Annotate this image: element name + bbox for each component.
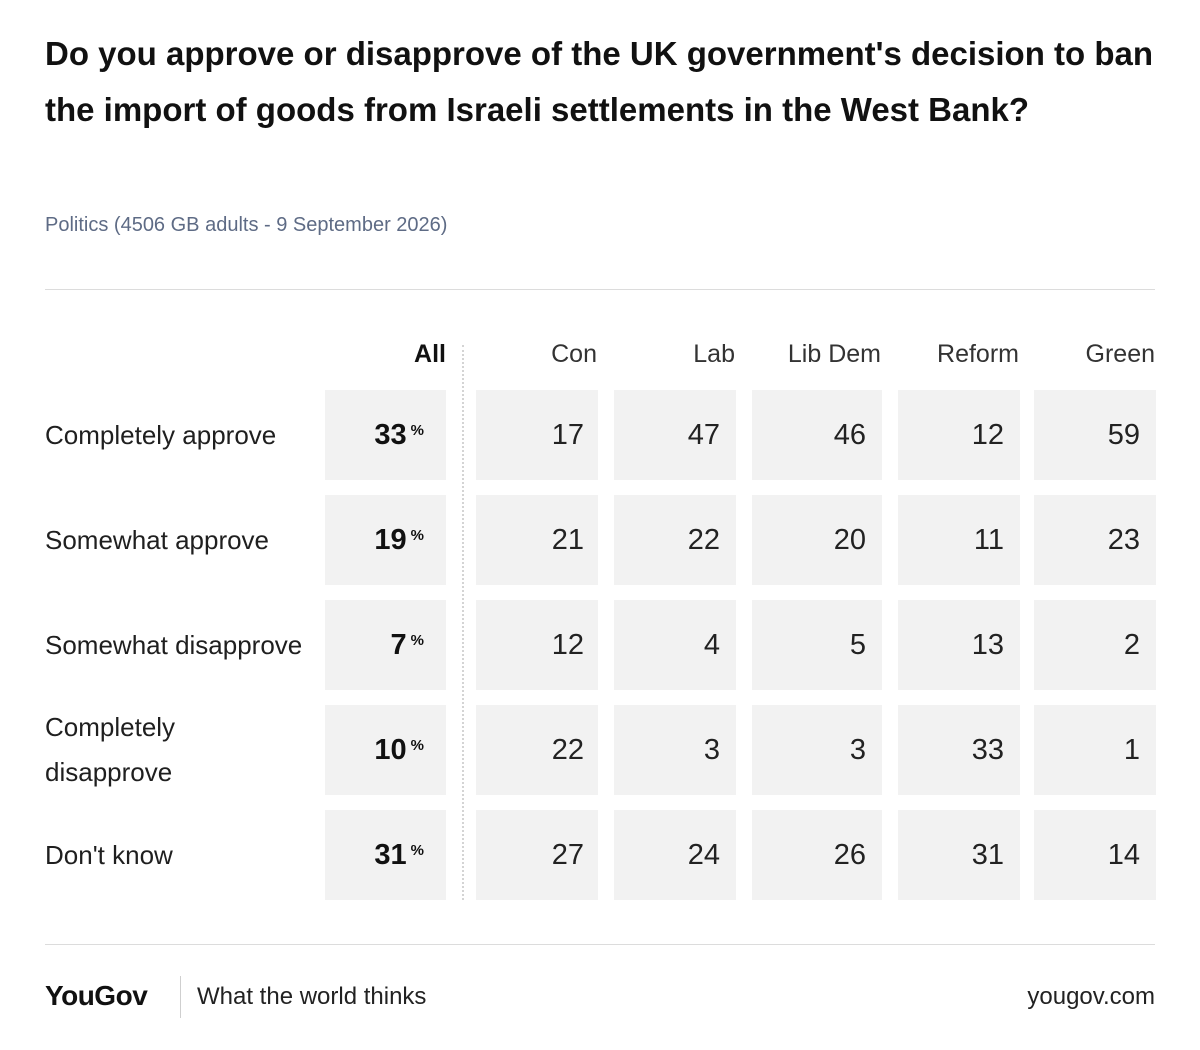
value-cell-all: 33% xyxy=(325,390,446,480)
column-header-con: Con xyxy=(551,340,597,368)
value-cell: 33 xyxy=(898,705,1020,795)
value-cell: 17 xyxy=(476,390,598,480)
all-column-divider xyxy=(462,345,464,900)
row-label: Don't know xyxy=(45,839,173,870)
row-label: Somewhat approve xyxy=(45,524,270,555)
value-number: 33 xyxy=(374,418,407,451)
value-cell: 22 xyxy=(476,705,598,795)
value-cell: 5 xyxy=(752,600,882,690)
value-cell: 46 xyxy=(752,390,882,480)
value-number: 7 xyxy=(390,628,407,661)
value-cell-all: 19% xyxy=(325,495,446,585)
bottom-divider xyxy=(45,944,1155,945)
footer-site: yougov.com xyxy=(1027,983,1155,1010)
column-header-green: Green xyxy=(1085,340,1155,368)
value-cell: 27 xyxy=(476,810,598,900)
chart-title: Do you approve or disapprove of the UK g… xyxy=(45,35,1153,128)
value-number: 19 xyxy=(374,523,407,556)
percent-sign: % xyxy=(410,841,424,859)
value-cell: 12 xyxy=(476,600,598,690)
footer-separator xyxy=(180,976,181,1018)
value-cell: 14 xyxy=(1034,810,1156,900)
column-header-reform: Reform xyxy=(937,340,1019,368)
value-number: 10 xyxy=(374,733,407,766)
percent-sign: % xyxy=(410,631,424,649)
percent-sign: % xyxy=(410,736,424,754)
value-cell: 26 xyxy=(752,810,882,900)
value-cell: 2 xyxy=(1034,600,1156,690)
column-header-lab: Lab xyxy=(693,340,735,368)
value-cell: 23 xyxy=(1034,495,1156,585)
value-cell: 24 xyxy=(614,810,736,900)
value-cell: 12 xyxy=(898,390,1020,480)
row-label: Somewhat disapprove xyxy=(45,629,303,660)
yougov-logo: YouGov xyxy=(45,980,148,1011)
value-cell: 1 xyxy=(1034,705,1156,795)
column-header-lib-dem: Lib Dem xyxy=(787,340,881,368)
chart-subtitle: Politics (4506 GB adults - 9 September 2… xyxy=(45,214,448,236)
row-label: Completely disapprove xyxy=(45,712,176,787)
value-cell-all: 10% xyxy=(325,705,446,795)
value-cell-all: 31% xyxy=(325,810,446,900)
value-cell: 11 xyxy=(898,495,1020,585)
value-cell: 22 xyxy=(614,495,736,585)
value-cell: 3 xyxy=(752,705,882,795)
value-cell: 13 xyxy=(898,600,1020,690)
value-number: 31 xyxy=(374,838,407,871)
value-cell: 20 xyxy=(752,495,882,585)
percent-sign: % xyxy=(410,421,424,439)
row-label: Completely approve xyxy=(45,419,277,450)
value-cell: 31 xyxy=(898,810,1020,900)
value-cell-all: 7% xyxy=(325,600,446,690)
percent-sign: % xyxy=(410,526,424,544)
top-divider xyxy=(45,289,1155,290)
column-header-all: All xyxy=(414,340,446,368)
value-cell: 21 xyxy=(476,495,598,585)
value-cell: 59 xyxy=(1034,390,1156,480)
value-cell: 3 xyxy=(614,705,736,795)
value-cell: 4 xyxy=(614,600,736,690)
footer-tagline: What the world thinks xyxy=(197,983,427,1010)
value-cell: 47 xyxy=(614,390,736,480)
